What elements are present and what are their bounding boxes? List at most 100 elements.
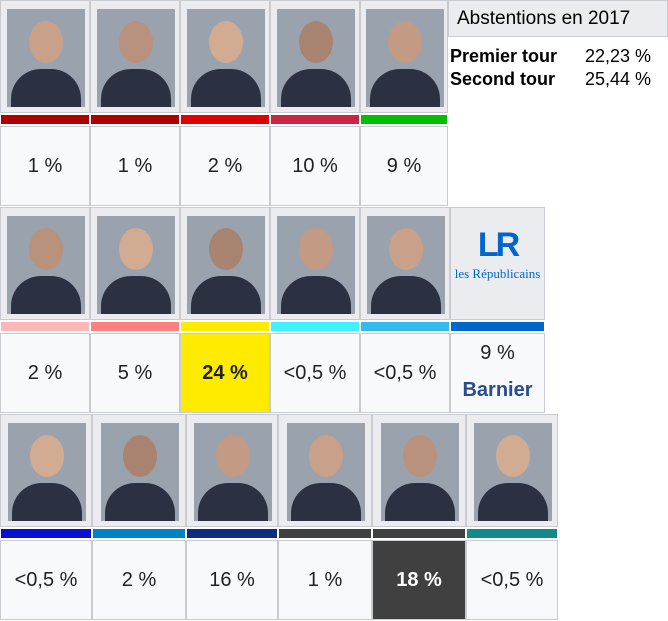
photo: [367, 216, 445, 314]
abstentions-table: Premier tour 22,23 % Second tour 25,44 %: [448, 40, 668, 100]
body: [191, 276, 261, 314]
percent: 5 %: [117, 361, 153, 384]
body: [478, 483, 548, 521]
percent-cell: 24 %: [180, 333, 270, 413]
abstention-label: Second tour: [450, 69, 556, 89]
photo-cell: [180, 207, 270, 320]
body: [281, 276, 351, 314]
body: [11, 69, 81, 107]
photo: [474, 423, 552, 521]
logo-text: les Républicains: [454, 266, 541, 281]
logo-mark: LR: [477, 226, 520, 264]
photo-cell: [278, 414, 372, 527]
body: [281, 69, 351, 107]
photo: [381, 423, 459, 521]
party-color-bar: [373, 529, 465, 538]
body: [385, 483, 455, 521]
percent-cell: 16 %: [186, 540, 278, 620]
body: [12, 483, 82, 521]
party-color-bar: [181, 322, 269, 331]
party-color-bar: [93, 529, 185, 538]
photo: [7, 216, 85, 314]
percent: <0,5 %: [373, 361, 437, 384]
photo: [187, 216, 265, 314]
photo-cell: [270, 0, 360, 113]
photo-cell: [0, 414, 92, 527]
percent-cell: 9 % Barnier: [450, 333, 545, 413]
percent: <0,5 %: [480, 568, 544, 591]
percent-cell: 5 %: [90, 333, 180, 413]
party-color-bar: [279, 529, 371, 538]
percent: 24 %: [202, 361, 248, 384]
photo-cell: [270, 207, 360, 320]
head: [309, 435, 343, 477]
abstention-value: 22,23 %: [585, 46, 652, 66]
abstention-value: 25,44 %: [585, 69, 652, 89]
percent: <0,5 %: [283, 361, 347, 384]
percent-cell: 1 %: [278, 540, 372, 620]
head: [403, 435, 437, 477]
head: [119, 228, 153, 270]
photo-cell: [0, 0, 90, 113]
photo-cell: [466, 414, 558, 527]
percent-cell: 2 %: [92, 540, 186, 620]
head: [496, 435, 530, 477]
percent-cell: 2 %: [0, 333, 90, 413]
percent: 2 %: [121, 568, 157, 591]
photo-cell: [360, 207, 450, 320]
party-color-bar: [1, 115, 89, 124]
percent-cell: 9 %: [360, 126, 448, 206]
percent: 1 %: [27, 154, 63, 177]
head: [209, 21, 243, 63]
photo: [8, 423, 86, 521]
percent-cell: <0,5 %: [0, 540, 92, 620]
party-color-bar: [361, 322, 449, 331]
head: [299, 228, 333, 270]
head: [29, 21, 63, 63]
photo-cell: [0, 207, 90, 320]
percent: 2 %: [207, 154, 243, 177]
party-color-bar: [181, 115, 269, 124]
percent: 9 %: [386, 154, 422, 177]
party-color-bar: [187, 529, 277, 538]
photo-cell: [90, 207, 180, 320]
body: [371, 276, 441, 314]
percent: 1 %: [307, 568, 343, 591]
body: [101, 276, 171, 314]
party-color-bar: [1, 322, 89, 331]
percent: <0,5 %: [14, 568, 78, 591]
photo: [277, 216, 355, 314]
percent-cell: 2 %: [180, 126, 270, 206]
photo-cell: LR les Républicains: [450, 207, 545, 320]
photo: [194, 423, 272, 521]
percent: 2 %: [27, 361, 63, 384]
photo: [277, 9, 355, 107]
head: [123, 435, 157, 477]
photo: [287, 423, 365, 521]
party-color-bar: [91, 115, 179, 124]
head: [389, 228, 423, 270]
photo: [101, 423, 179, 521]
head: [29, 228, 63, 270]
head: [216, 435, 250, 477]
head: [388, 21, 422, 63]
percent-cell: 10 %: [270, 126, 360, 206]
party-color-bar: [91, 322, 179, 331]
percent: 9 %: [480, 342, 515, 364]
photo-cell: [372, 414, 466, 527]
head: [209, 228, 243, 270]
photo-cell: [180, 0, 270, 113]
percent-cell: <0,5 %: [270, 333, 360, 413]
percent: 18 %: [396, 568, 442, 591]
body: [191, 69, 261, 107]
body: [11, 276, 81, 314]
party-color-bar: [1, 529, 91, 538]
body: [291, 483, 361, 521]
party-color-bar: [361, 115, 447, 124]
body: [101, 69, 171, 107]
body: [370, 69, 440, 107]
percent-cell: <0,5 %: [466, 540, 558, 620]
photo: [7, 9, 85, 107]
photo-cell: [90, 0, 180, 113]
